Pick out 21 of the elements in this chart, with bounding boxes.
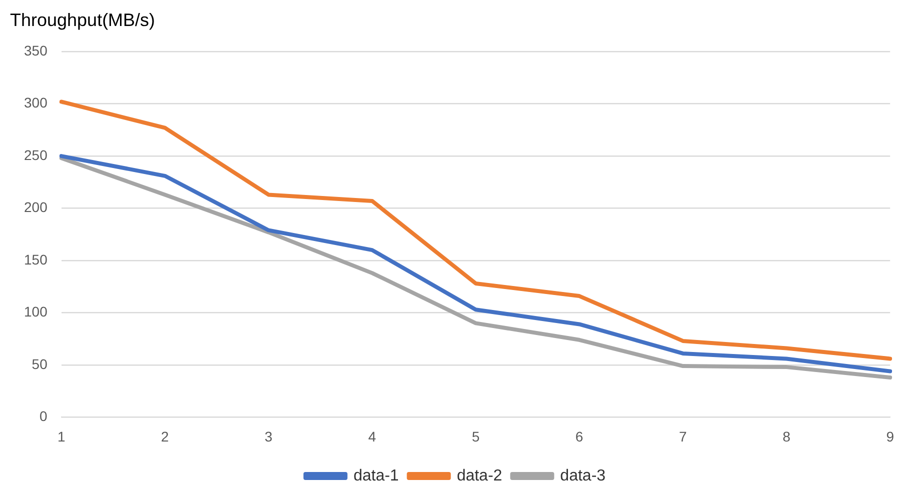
x-tick-label: 4: [368, 428, 376, 444]
legend-label: data-1: [353, 467, 399, 484]
chart-title: Throughput(MB/s): [10, 10, 156, 30]
y-tick-label: 350: [24, 42, 48, 58]
x-tick-label: 7: [679, 428, 688, 444]
y-tick-label: 150: [24, 251, 48, 268]
legend-label: data-3: [560, 467, 606, 484]
y-tick-label: 250: [24, 146, 48, 163]
x-tick-label: 5: [472, 428, 480, 444]
x-tick-label: 3: [264, 428, 273, 444]
x-tick-label: 6: [575, 428, 584, 444]
y-tick-label: 300: [24, 94, 48, 111]
y-tick-label: 50: [32, 356, 48, 372]
y-tick-label: 0: [40, 408, 48, 424]
y-tick-label: 200: [24, 199, 48, 216]
x-tick-label: 2: [161, 428, 170, 444]
x-tick-label: 8: [782, 428, 791, 444]
y-tick-label: 100: [24, 304, 48, 320]
x-tick-label: 9: [886, 428, 894, 444]
legend-label: data-2: [456, 467, 502, 484]
x-tick-label: 1: [57, 428, 66, 444]
